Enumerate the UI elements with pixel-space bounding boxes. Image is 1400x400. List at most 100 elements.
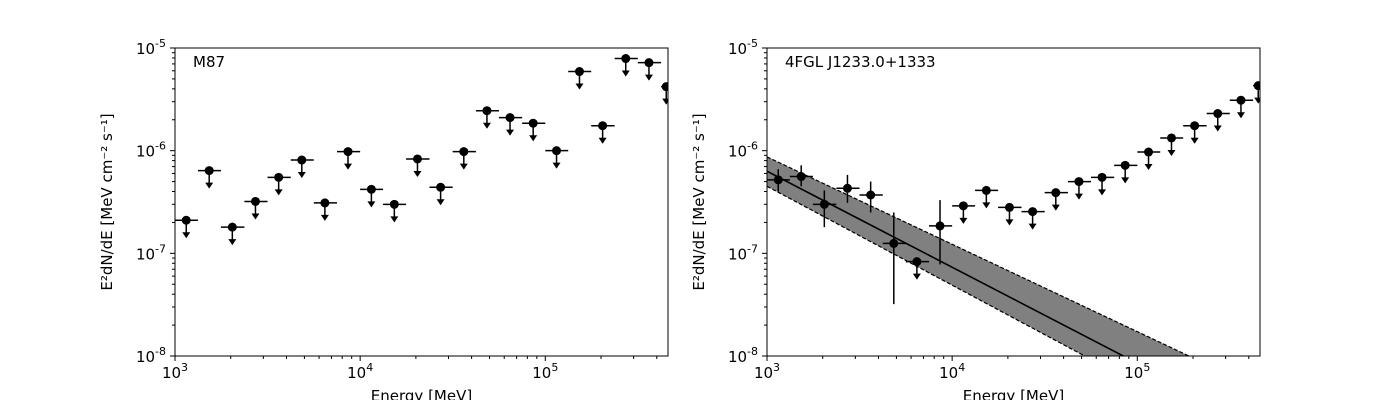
panel-annotation: M87 <box>193 53 225 71</box>
x-tick-label: 105 <box>1124 361 1150 382</box>
data-point <box>1183 121 1207 144</box>
data-marker <box>598 121 608 131</box>
data-point <box>905 257 930 280</box>
upper-limit-arrow <box>552 162 561 169</box>
data-point <box>998 202 1022 226</box>
upper-limit-arrow <box>390 216 399 223</box>
model-band-lower-edge <box>767 185 1085 356</box>
panel-m87: 103 104 105 10-8 10-7 10-6 10-5 M87 Energy [MeV]… <box>98 37 669 400</box>
data-marker <box>552 146 562 156</box>
data-marker <box>912 257 922 267</box>
data-marker <box>644 58 654 68</box>
upper-limit-arrow <box>1236 112 1245 119</box>
upper-limit-arrow <box>598 137 607 144</box>
plot-area <box>175 54 668 246</box>
upper-limit-arrow <box>982 202 991 209</box>
data-marker <box>1120 160 1130 170</box>
upper-limit-arrow <box>529 135 538 142</box>
data-point <box>498 113 523 136</box>
upper-limit-arrow <box>1005 219 1014 226</box>
upper-limit-arrow <box>344 163 353 170</box>
upper-limit-arrow <box>436 199 445 206</box>
data-marker <box>436 182 446 192</box>
panel-annotation: 4FGL J1233.0+1333 <box>785 53 936 71</box>
data-point <box>836 174 860 203</box>
upper-limit-arrow <box>1098 189 1107 196</box>
data-marker <box>412 154 422 164</box>
upper-limit-arrow <box>1144 164 1153 171</box>
data-point <box>267 172 291 196</box>
data-marker <box>889 238 899 248</box>
upper-limit-arrow <box>251 213 260 220</box>
data-marker <box>1097 172 1107 182</box>
data-point <box>568 67 592 90</box>
data-marker <box>505 113 515 123</box>
data-point <box>429 182 453 206</box>
data-marker <box>204 166 214 176</box>
x-tick-label: 104 <box>939 361 965 382</box>
x-axis-label: Energy [MeV] <box>371 387 472 400</box>
data-point <box>545 146 569 169</box>
upper-limit-arrow <box>1051 204 1060 211</box>
x-axis-label: Energy [MeV] <box>963 387 1064 400</box>
y-tick-label: 10-6 <box>728 140 758 161</box>
upper-limit-arrow <box>482 122 491 129</box>
data-marker <box>866 190 876 200</box>
upper-limit-arrow <box>959 217 968 224</box>
data-marker <box>819 199 829 209</box>
upper-limit-arrow <box>506 129 515 136</box>
data-point <box>975 185 999 209</box>
data-point <box>614 54 638 77</box>
data-point <box>244 196 268 220</box>
data-point <box>859 181 883 213</box>
upper-limit-arrow <box>1213 125 1222 132</box>
data-marker <box>574 67 584 77</box>
data-marker <box>621 54 631 64</box>
upper-limit-arrow <box>459 163 468 170</box>
x-tick-label: 104 <box>347 361 373 382</box>
data-marker <box>274 172 284 182</box>
data-point <box>406 154 430 177</box>
data-marker <box>773 175 783 185</box>
y-tick-label: 10-5 <box>136 37 166 58</box>
data-point <box>1021 207 1045 230</box>
y-axis-label: E²dN/dE [MeV cm⁻² s⁻¹] <box>98 113 116 290</box>
data-marker <box>389 199 399 209</box>
data-marker <box>1253 81 1260 91</box>
data-point <box>1090 172 1115 196</box>
data-marker <box>227 222 237 232</box>
upper-limit-arrow <box>205 182 214 189</box>
upper-limit-arrow <box>320 214 329 221</box>
upper-limit-arrow <box>413 170 422 177</box>
data-marker <box>842 183 852 193</box>
upper-limit-arrow <box>1254 97 1260 104</box>
model-uncertainty-band <box>767 156 1189 356</box>
data-marker <box>1028 207 1038 217</box>
y-tick-label: 10-8 <box>136 345 166 366</box>
data-point <box>929 200 953 265</box>
data-point <box>1253 81 1260 104</box>
data-marker <box>482 106 492 116</box>
data-point <box>1137 147 1161 171</box>
upper-limit-arrow <box>644 74 653 81</box>
data-point <box>197 166 221 189</box>
upper-limit-arrow <box>228 239 237 246</box>
data-marker <box>459 147 469 157</box>
data-marker <box>320 198 330 208</box>
upper-limit-arrow <box>912 273 921 280</box>
model-line <box>767 170 1126 356</box>
data-marker <box>1213 109 1223 119</box>
data-point <box>952 201 976 224</box>
data-point <box>522 118 546 142</box>
data-marker <box>181 215 191 225</box>
data-point <box>313 198 338 221</box>
data-point <box>1206 109 1230 132</box>
data-point <box>175 215 198 239</box>
data-marker <box>343 147 353 157</box>
data-marker <box>1074 177 1084 187</box>
y-tick-label: 10-7 <box>136 242 166 263</box>
y-tick-label: 10-8 <box>728 345 758 366</box>
y-tick-label: 10-7 <box>728 242 758 263</box>
upper-limit-arrow <box>182 232 191 239</box>
upper-limit-arrow <box>575 83 584 90</box>
